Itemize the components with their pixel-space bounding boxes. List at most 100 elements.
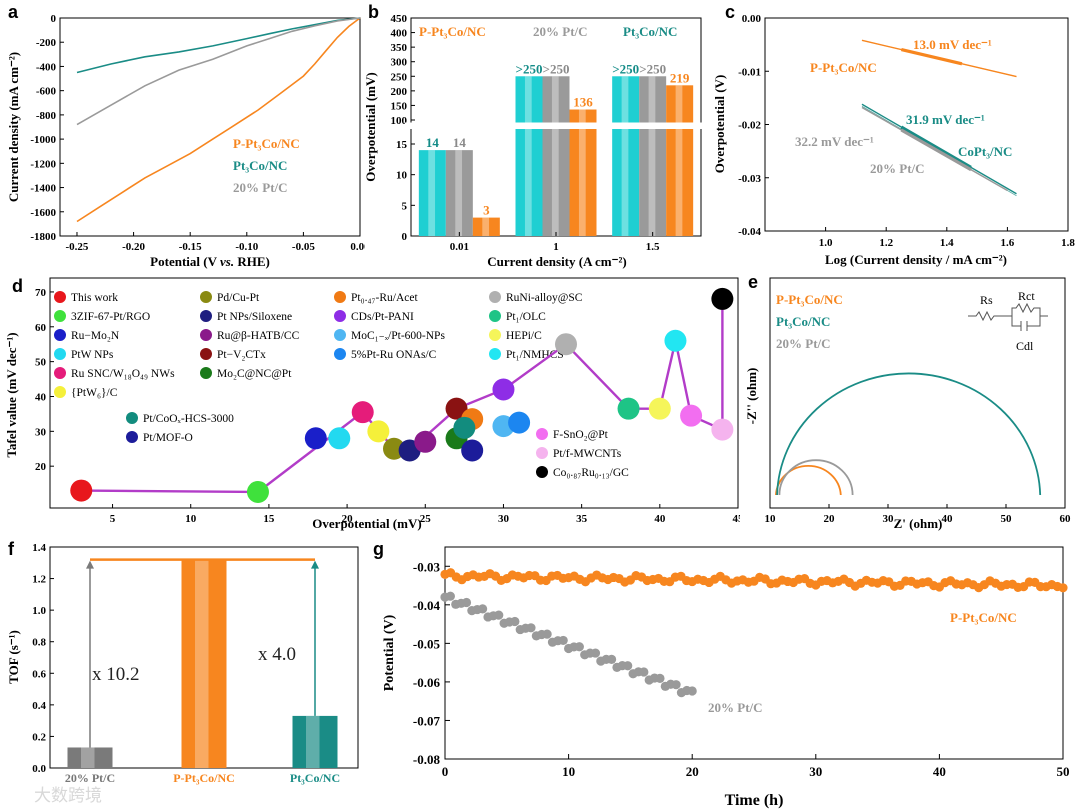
panel-g-point-ptc <box>461 597 472 608</box>
panel-e-circuit <box>968 302 1048 331</box>
panel-d-xtick-label: 25 <box>420 513 432 525</box>
panel-b-bar-highlight <box>621 76 629 237</box>
panel-b-ytick-label: 150 <box>391 100 408 112</box>
panel-c-ylabel: Overpotential (V) <box>712 75 727 174</box>
panel-d-point <box>445 397 468 420</box>
panel-d-legend-label: Pt/f-MWCNTs <box>553 448 622 460</box>
panel-f-chart: f 0.0 0.2 0.4 0.6 0.8 1.0 1.2 1.4 20% Pt/C P-Pt₃… <box>6 539 359 805</box>
panel-d-legend-label: This work <box>71 292 118 304</box>
panel-f-bar-highlight <box>306 715 320 768</box>
panel-d-legend-label: Pt/MOF-O <box>143 432 193 444</box>
panel-f-bar <box>67 747 113 768</box>
panel-d-point <box>328 427 351 450</box>
panel-g-chart: g -0.03 -0.04 -0.05 -0.06 -0.07 -0.08 0 10 20 30… <box>373 539 1070 809</box>
panel-d-axes <box>49 277 739 509</box>
panel-d-point <box>461 439 484 462</box>
panel-d-ytick-label: 60 <box>35 322 47 334</box>
panel-b-ytick-label: 350 <box>391 42 408 54</box>
panel-d-legend-label: HEPi/C <box>506 330 542 342</box>
panel-a-xtick-label: -0.05 <box>292 241 315 253</box>
panel-b-legend-ptc: 20% Pt/C <box>533 24 588 39</box>
panel-g-point-ptc <box>558 635 568 646</box>
panel-g-point-ptc <box>510 616 520 627</box>
panel-d-xtick-label: 45 <box>733 513 741 525</box>
panel-d-point <box>680 404 703 427</box>
panel-d-point <box>304 427 327 450</box>
panel-e-label: e <box>748 272 758 292</box>
panel-b-ytick-label: 100 <box>391 115 408 127</box>
panel-g-name-p: P-Pt₃Co/NC <box>950 610 1017 625</box>
panel-b-bar <box>418 150 446 236</box>
panel-a-xlabel: Potential (V vs. RHE) <box>150 254 270 269</box>
panel-b-bar-label: >250 <box>612 61 639 76</box>
panel-c-name-copt3: CoPt₃/NC <box>958 144 1012 159</box>
panel-g-point-ptc <box>494 610 504 620</box>
panel-a-ytick-label: -400 <box>36 61 57 73</box>
panel-b-bar-highlight <box>578 109 586 236</box>
panel-d-legend-marker <box>126 431 138 443</box>
panel-d-legend-label: Pt/CoOₓ-HCS-3000 <box>143 413 234 425</box>
panel-f-bar-highlight <box>195 559 209 768</box>
panel-g-name-ptc: 20% Pt/C <box>708 700 763 715</box>
panel-g-xtick-label: 40 <box>933 764 946 779</box>
panel-b-ytick-label: 250 <box>391 71 408 83</box>
panel-d-point <box>492 378 515 401</box>
panel-d-legend-label: MoC₁₋ₓ/Pt-600-NPs <box>351 330 445 342</box>
panel-f-arrow-head <box>86 560 94 569</box>
panel-b-bar <box>542 76 570 237</box>
panel-b-bar-highlight <box>675 85 683 236</box>
panel-a-label: a <box>8 2 19 22</box>
watermark: 大数跨境 <box>34 786 102 805</box>
panel-f-category-label: P-Pt₃Co/NC <box>173 771 235 785</box>
panel-g-point-ptc <box>623 661 633 671</box>
panel-d-legend-marker <box>54 329 66 341</box>
panel-f-ytick-label: 1.0 <box>32 605 46 617</box>
panel-c-ytick-label: -0.04 <box>738 226 761 238</box>
panel-c-fit-line <box>900 128 972 172</box>
panel-f-ytick-label: 0.4 <box>32 700 46 712</box>
panel-c-xtick-label: 1.8 <box>1061 237 1075 249</box>
panel-b-bar-label: 14 <box>453 135 467 150</box>
panel-g-axes <box>444 546 1064 760</box>
panel-d-legend-label: 3ZIF-67-Pt/RGO <box>71 311 150 323</box>
panel-d-point <box>246 480 269 503</box>
panel-a-ytick-label: -800 <box>36 110 57 122</box>
panel-d-legend-label: Ru SNC/W₁₈O₄₉ NWs <box>71 368 175 380</box>
panel-d-point <box>70 479 93 502</box>
panel-b-legend-p: P-Pt₃Co/NC <box>419 24 486 39</box>
panel-e-legend-ptc: 20% Pt/C <box>776 336 831 351</box>
panel-b-bar <box>639 76 667 237</box>
panel-g-point-ptc <box>655 673 665 683</box>
panel-b-ytick-label: 400 <box>391 28 408 40</box>
panel-f-ratio-1: x 10.2 <box>92 664 140 685</box>
panel-c-xtick-label: 1.4 <box>940 237 954 249</box>
panel-d-legend-label: Pd/Cu-Pt <box>217 292 260 304</box>
panel-d-ytick-label: 20 <box>35 461 47 473</box>
panel-d-legend-marker <box>334 329 346 341</box>
panel-g-ytick-label: -0.06 <box>413 675 441 690</box>
panel-a-ytick-label: -1400 <box>30 183 56 195</box>
panel-b-bar-label: 3 <box>483 203 490 218</box>
panel-e-xtick-label: 40 <box>942 513 954 525</box>
panel-b-bar-highlight <box>428 150 436 236</box>
panel-d-xtick-label: 10 <box>185 513 197 525</box>
panel-f-bar <box>181 559 227 768</box>
panel-g-ylabel: Potential (V) <box>382 614 397 691</box>
panel-a-xtick-label: -0.10 <box>235 241 258 253</box>
panel-f-ytick-label: 1.2 <box>32 574 46 586</box>
panel-e-xlabel: Z' (ohm) <box>894 516 943 531</box>
panel-e-xtick-label: 60 <box>1060 513 1072 525</box>
panel-a-legend-p: P-Pt₃Co/NC <box>233 136 300 151</box>
panel-a-xtick-label: -0.15 <box>179 241 202 253</box>
panel-d-point <box>367 420 390 443</box>
panel-d-legend-marker <box>200 291 212 303</box>
panel-e-nyquist-arc <box>775 465 842 496</box>
panel-b-bar <box>666 85 694 236</box>
panel-b-ytick-label: 0 <box>402 231 408 243</box>
panel-d-point <box>711 287 734 310</box>
panel-d-legend-label: 5%Pt-Ru ONAs/C <box>351 349 437 361</box>
panel-g-xtick-label: 50 <box>1057 764 1070 779</box>
panel-f-label: f <box>8 539 15 559</box>
panel-g-ytick-label: -0.05 <box>413 636 441 651</box>
panel-d-legend-marker <box>334 291 346 303</box>
